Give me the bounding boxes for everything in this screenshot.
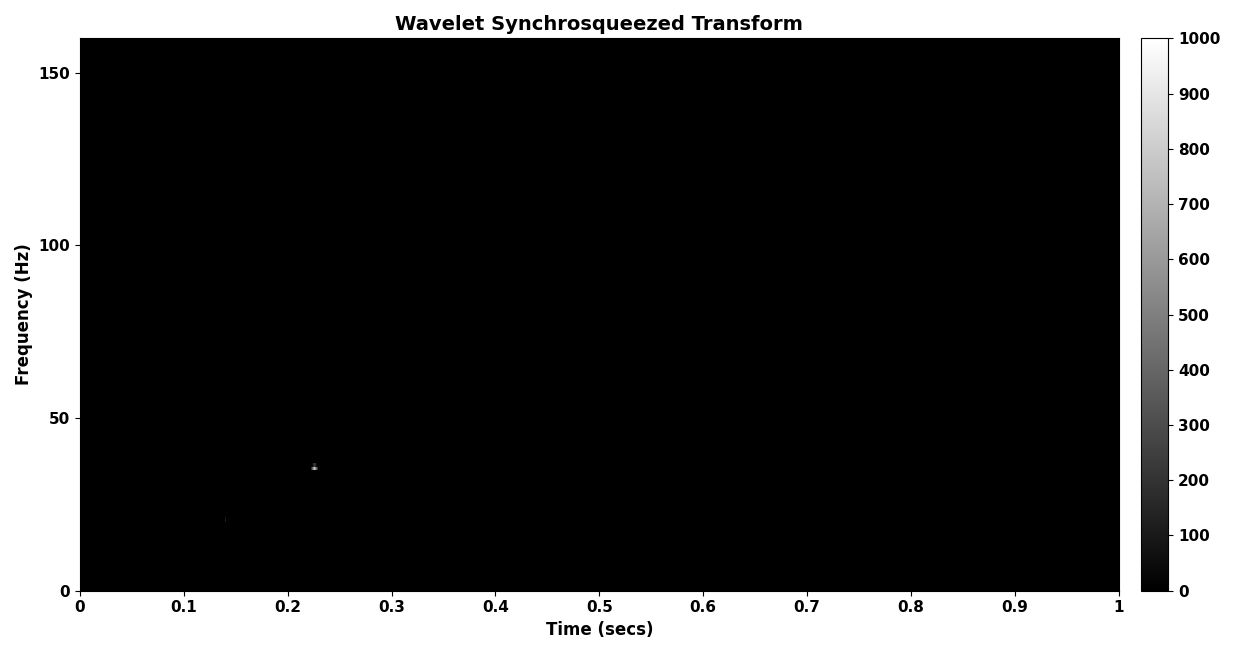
X-axis label: Time (secs): Time (secs) bbox=[546, 621, 653, 639]
Y-axis label: Frequency (Hz): Frequency (Hz) bbox=[15, 244, 33, 385]
Title: Wavelet Synchrosqueezed Transform: Wavelet Synchrosqueezed Transform bbox=[396, 15, 804, 34]
